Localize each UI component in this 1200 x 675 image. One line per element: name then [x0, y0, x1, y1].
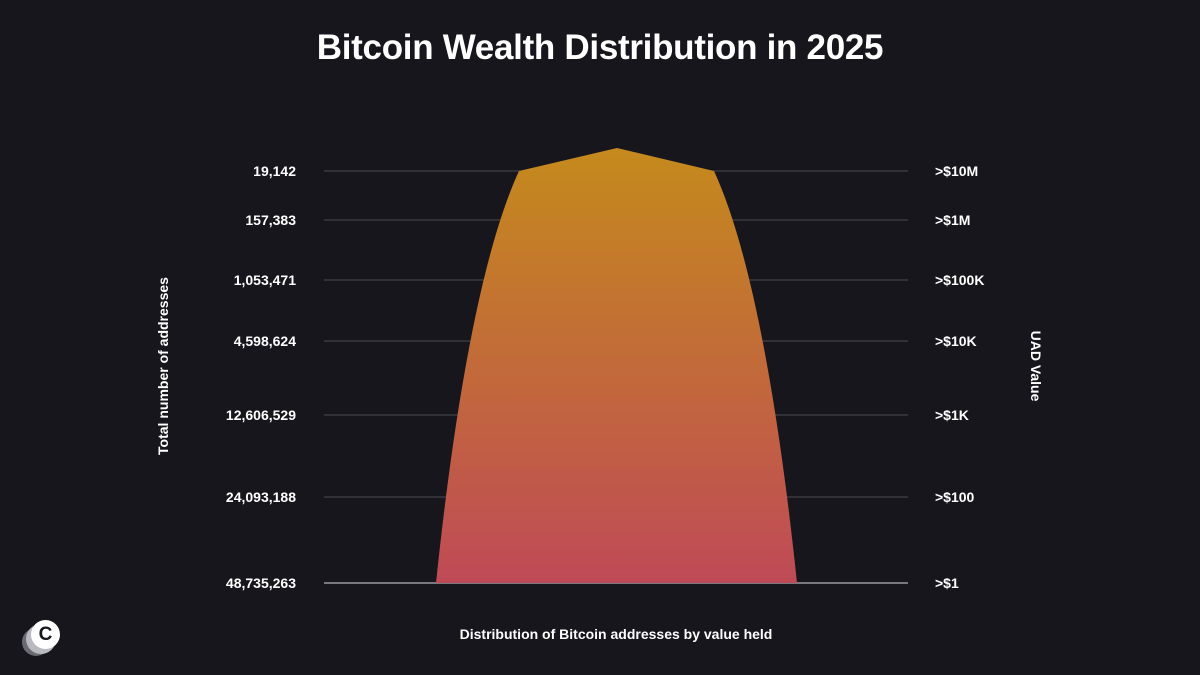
y-tick-label: 1,053,471	[234, 272, 296, 288]
y2-tick-label: >$1M	[935, 212, 970, 228]
y2-tick-label: >$100	[935, 489, 975, 505]
y2-tick-label: >$10M	[935, 163, 978, 179]
y2-tick-label: >$1K	[935, 407, 969, 423]
y2-tick-labels: >$10M >$1M >$100K >$10K >$1K >$100 >$1	[935, 163, 984, 591]
y-tick-label: 24,093,188	[226, 489, 296, 505]
y2-tick-label: >$100K	[935, 272, 984, 288]
y-axis-label: Total number of addresses	[155, 277, 171, 455]
brand-logo-icon: C	[22, 620, 60, 658]
distribution-area	[436, 148, 797, 583]
y2-axis-label: UAD Value	[1028, 331, 1044, 402]
y2-tick-label: >$1	[935, 575, 959, 591]
chart-title: Bitcoin Wealth Distribution in 2025	[316, 28, 884, 67]
y-tick-label: 12,606,529	[226, 407, 296, 423]
x-axis-label: Distribution of Bitcoin addresses by val…	[460, 626, 773, 642]
y-tick-label: 19,142	[253, 163, 296, 179]
y-tick-label: 157,383	[245, 212, 296, 228]
y-tick-label: 48,735,263	[226, 575, 296, 591]
y-tick-labels: 19,142 157,383 1,053,471 4,598,624 12,606,52…	[226, 163, 296, 591]
y2-tick-label: >$10K	[935, 333, 977, 349]
y-tick-label: 4,598,624	[234, 333, 296, 349]
